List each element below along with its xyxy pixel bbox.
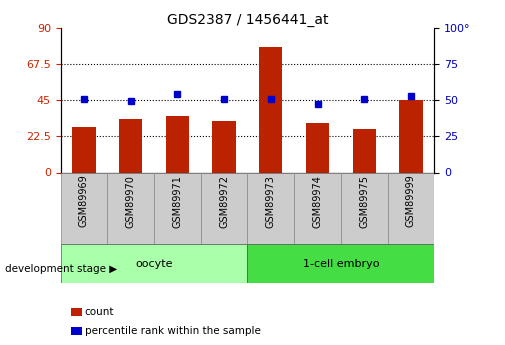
Bar xyxy=(61,244,247,283)
Bar xyxy=(119,119,142,172)
Text: GSM89973: GSM89973 xyxy=(266,175,276,228)
Bar xyxy=(107,172,154,244)
Bar xyxy=(388,172,434,244)
Bar xyxy=(247,244,434,283)
Bar xyxy=(201,172,247,244)
Text: 1-cell embryo: 1-cell embryo xyxy=(302,259,379,268)
Bar xyxy=(247,172,294,244)
Text: GSM89972: GSM89972 xyxy=(219,175,229,228)
Bar xyxy=(61,172,107,244)
Text: GSM89999: GSM89999 xyxy=(406,175,416,227)
Bar xyxy=(399,100,423,172)
Text: percentile rank within the sample: percentile rank within the sample xyxy=(85,326,261,336)
Bar xyxy=(341,172,388,244)
Bar xyxy=(72,127,95,172)
Text: count: count xyxy=(85,307,114,317)
Bar xyxy=(166,116,189,172)
Text: development stage ▶: development stage ▶ xyxy=(5,264,117,274)
Bar xyxy=(294,172,341,244)
Text: GSM89970: GSM89970 xyxy=(126,175,136,228)
Text: GSM89974: GSM89974 xyxy=(313,175,323,228)
Bar xyxy=(352,129,376,172)
Text: GSM89971: GSM89971 xyxy=(172,175,182,228)
Text: GSM89975: GSM89975 xyxy=(359,175,369,228)
Bar xyxy=(213,121,236,172)
Bar xyxy=(259,47,282,172)
Text: GSM89969: GSM89969 xyxy=(79,175,89,227)
Bar xyxy=(306,122,329,172)
Title: GDS2387 / 1456441_at: GDS2387 / 1456441_at xyxy=(167,12,328,27)
Bar xyxy=(154,172,201,244)
Text: oocyte: oocyte xyxy=(135,259,173,268)
